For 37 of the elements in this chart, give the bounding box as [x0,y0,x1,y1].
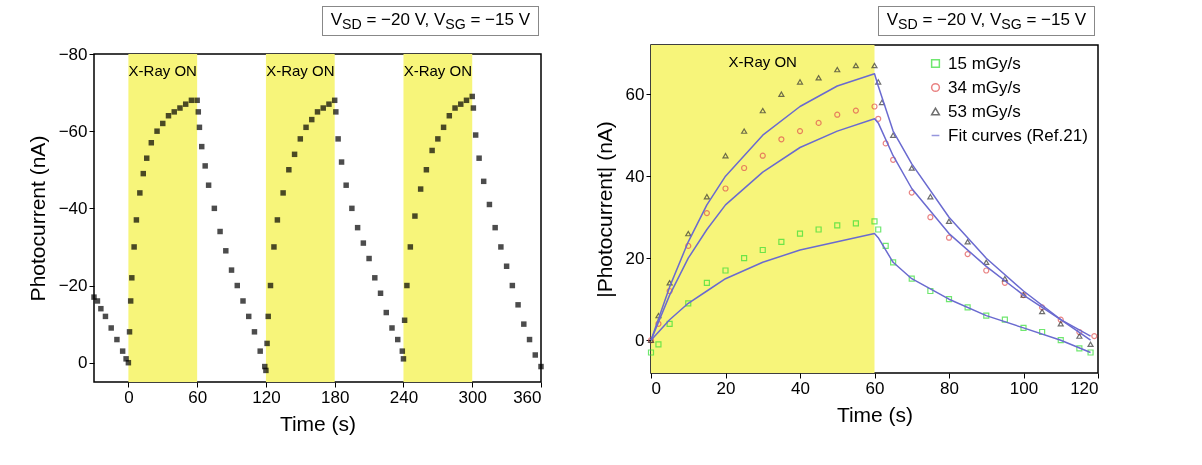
x-tick-label: 40 [791,378,810,398]
y-axis-title: |Photocurrent| (nA) [592,121,616,298]
x-tick-label: 240 [389,387,419,407]
x-tick-label: 180 [321,387,350,407]
band-label: X-Ray ON [403,62,473,79]
x-tick-label: 300 [458,387,487,407]
band-label: X-Ray ON [266,62,335,79]
y-tick-label: −60 [58,121,88,141]
legend-label: 34 mGy/s [948,77,1021,97]
x-tick-label: 0 [124,387,134,407]
x-tick-label: 0 [651,378,661,398]
x-tick-label: 120 [1070,378,1099,398]
y-tick-label: −80 [58,44,88,64]
y-tick-label: −40 [58,198,88,218]
y-tick-label: 0 [78,353,88,373]
x-tick-label: 60 [188,387,208,407]
y-tick-label: 40 [625,166,645,186]
legend-label: Fit curves (Ref.21) [948,125,1088,145]
band-label: X-Ray ON [728,53,797,70]
x-tick-label: 60 [865,378,885,398]
y-tick-label: −20 [58,276,88,296]
x-tick-label: 120 [252,387,281,407]
y-axis-title: Photocurrent (nA) [25,135,49,302]
x-axis-title: Time (s) [279,411,357,435]
text: V$_{SD}$ = −20 V, V$_{SG}$ = −15 V [877,6,1095,37]
y-tick-label: 0 [635,330,645,350]
legend-label: 53 mGy/s [948,101,1021,121]
legend-label: 15 mGy/s [948,53,1021,73]
x-tick-label: 100 [1009,378,1039,398]
x-tick-label: 360 [513,387,542,407]
band-label: X-Ray ON [128,62,197,79]
x-axis-title: Time (s) [836,402,914,426]
x-tick-label: 20 [716,378,736,398]
y-tick-label: 60 [625,84,645,104]
x-tick-label: 80 [940,378,959,398]
y-tick-label: 20 [625,248,645,268]
text: V$_{SD}$ = −20 V, V$_{SG}$ = −15 V [321,6,539,37]
